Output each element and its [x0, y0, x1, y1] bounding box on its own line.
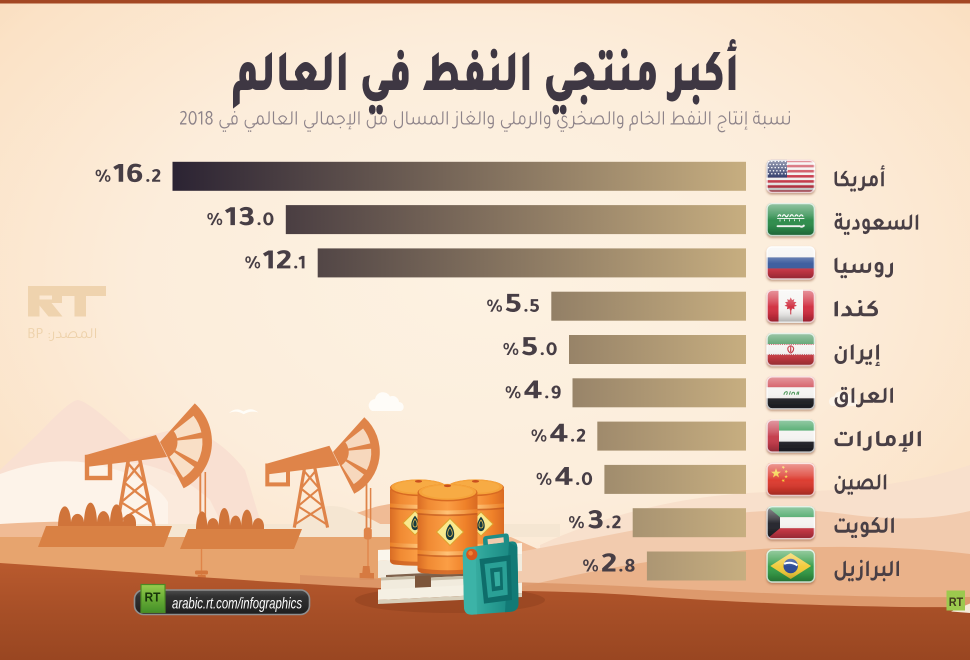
svg-text:RT: RT [949, 597, 964, 609]
svg-text:arabic.rt.com/infographics: arabic.rt.com/infographics [172, 596, 302, 613]
svg-text:RT: RT [145, 591, 161, 605]
